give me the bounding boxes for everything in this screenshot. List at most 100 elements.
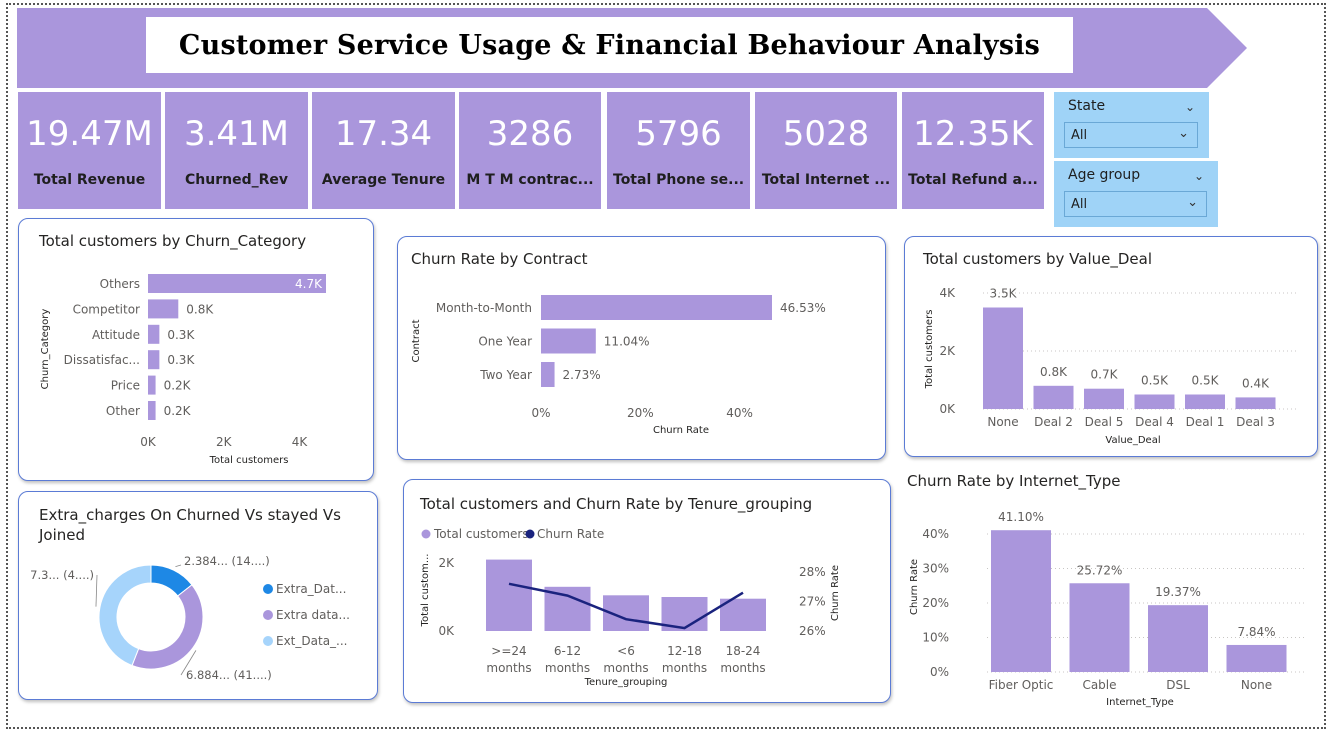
y-axis-title: Churn_Category [40, 309, 51, 390]
churn-rate-line [508, 582, 744, 630]
value-deal-card[interactable]: Total customers by Value_Deal 0K 2K 4K 3.5K… [904, 236, 1318, 457]
churn-category-chart: Others 4.7K Competitor 0.8K Attitude 0.3K Diss… [40, 274, 326, 466]
bar [148, 324, 160, 344]
churn-by-contract-card[interactable]: Churn Rate by Contract Month-to-Month 46.… [397, 236, 886, 460]
category-label: months [486, 661, 531, 675]
donut-slice [98, 564, 152, 667]
chart-title: Total customers by Value_Deal [923, 250, 1153, 268]
legend-marker [525, 529, 535, 539]
kpi-label: M T M contrac... [466, 172, 594, 188]
value-deal-chart: 0K 2K 4K 3.5K None 0.8K Deal 2 0.7K Deal 5 0.5K De… [924, 286, 1297, 446]
y-tick-label: 2K [939, 344, 956, 358]
data-label: 11.04% [604, 335, 650, 349]
data-label: 25.72% [1077, 563, 1123, 577]
bar [148, 401, 156, 420]
category-label: None [1241, 678, 1272, 692]
extra-charges-card[interactable]: Extra_charges On Churned Vs stayed Vs Jo… [18, 491, 378, 700]
kpi-total-internet[interactable]: 5028 Total Internet ... [755, 92, 897, 209]
legend-marker [263, 610, 273, 620]
y2-axis-title: Churn Rate [830, 565, 841, 621]
kpi-value: 17.34 [334, 114, 433, 154]
category-label: Month-to-Month [436, 301, 532, 315]
data-label: 0.2K [164, 379, 192, 393]
category-label: None [987, 415, 1018, 429]
data-label: 3.5K [990, 287, 1018, 301]
kpi-total-phone-service[interactable]: 5796 Total Phone se... [607, 92, 750, 209]
chevron-down-icon[interactable]: ⌄ [1193, 169, 1204, 183]
kpi-label: Total Revenue [33, 172, 146, 188]
y2-tick-label: 27% [799, 595, 826, 609]
kpi-churned-rev[interactable]: 3.41M Churned_Rev [165, 92, 308, 209]
kpi-value: 3.41M [183, 114, 290, 154]
tenure-grouping-chart: Total customers Churn Rate 0K 2K 26% 27% 28% >=… [420, 527, 841, 688]
bar [991, 530, 1051, 672]
state-dropdown[interactable]: All ⌄ [1064, 122, 1198, 148]
churn-by-contract-chart: Month-to-Month 46.53% One Year 11.04% Two Ye… [411, 295, 826, 436]
data-label: 0.3K [167, 328, 195, 342]
data-label: 0.2K [164, 404, 192, 418]
legend-label: Extra data... [276, 608, 350, 622]
y-axis-title: Contract [411, 319, 422, 362]
bar [544, 586, 591, 631]
x-axis-title: Value_Deal [1105, 435, 1160, 446]
title-box: Customer Service Usage & Financial Behav… [146, 17, 1073, 73]
age-group-dropdown-value: All [1071, 197, 1088, 212]
category-label: months [662, 661, 707, 675]
category-label: <6 [617, 644, 635, 658]
kpi-total-revenue[interactable]: 19.47M Total Revenue [18, 92, 161, 209]
category-label: >=24 [491, 644, 526, 658]
bar [1148, 605, 1208, 672]
category-label: Fiber Optic [989, 678, 1054, 692]
category-label: DSL [1166, 678, 1190, 692]
age-group-dropdown[interactable]: All ⌄ [1064, 191, 1207, 217]
category-label: Deal 5 [1085, 415, 1124, 429]
legend-marker [263, 636, 273, 646]
y-tick-label: 4K [939, 286, 956, 300]
leader-line [175, 564, 182, 568]
data-label: 6.884... (41....) [186, 668, 272, 682]
bar [1185, 394, 1225, 409]
x-axis-title: Tenure_grouping [584, 677, 668, 688]
age-group-slicer[interactable]: Age group ⌄ All ⌄ [1054, 161, 1218, 227]
bar [486, 559, 532, 631]
category-label: Cable [1082, 678, 1116, 692]
y-axis-title: Total customers [924, 310, 935, 390]
bar [148, 274, 326, 293]
bar [1084, 388, 1124, 409]
bar [983, 307, 1023, 409]
category-label: Others [100, 277, 140, 291]
data-label: 0.4K [1242, 376, 1270, 390]
bar [1033, 385, 1074, 409]
category-label: Deal 2 [1034, 415, 1073, 429]
legend-marker [263, 584, 273, 594]
category-label: months [545, 661, 590, 675]
data-label: 0.8K [1040, 365, 1068, 379]
x-tick-label: 0% [531, 406, 550, 420]
category-label: 6-12 [554, 644, 581, 658]
category-label: Attitude [92, 328, 140, 342]
chevron-down-icon[interactable]: ⌄ [1184, 100, 1195, 114]
x-axis-title: Churn Rate [653, 425, 709, 436]
tenure-grouping-card[interactable]: Total customers and Churn Rate by Tenure… [403, 479, 891, 703]
category-label: 18-24 [726, 644, 761, 658]
bar [1226, 644, 1287, 672]
churn-category-card[interactable]: Total customers by Churn_Category Others… [18, 218, 374, 481]
category-label: Deal 3 [1236, 415, 1275, 429]
data-label: 0.8K [186, 302, 214, 316]
chart-title: Extra_charges On Churned Vs stayed Vs Jo… [39, 506, 341, 544]
chart-title: Churn Rate by Internet_Type [907, 472, 1121, 490]
bar [541, 295, 772, 320]
bar [148, 350, 160, 370]
state-dropdown-value: All [1071, 128, 1088, 143]
data-label: 7.3... (4....) [30, 568, 94, 582]
category-label: Competitor [73, 302, 140, 316]
x-tick-label: 0K [140, 435, 157, 449]
kpi-label: Total Phone se... [613, 172, 744, 188]
category-label: months [720, 661, 765, 675]
state-slicer[interactable]: State ⌄ All ⌄ [1054, 92, 1209, 158]
kpi-label: Average Tenure [321, 172, 446, 188]
kpi-average-tenure[interactable]: 17.34 Average Tenure [312, 92, 455, 209]
kpi-total-refund[interactable]: 12.35K Total Refund a... [902, 92, 1044, 209]
data-label: 2.73% [563, 368, 601, 382]
kpi-mtm-contracts[interactable]: 3286 M T M contrac... [459, 92, 601, 209]
